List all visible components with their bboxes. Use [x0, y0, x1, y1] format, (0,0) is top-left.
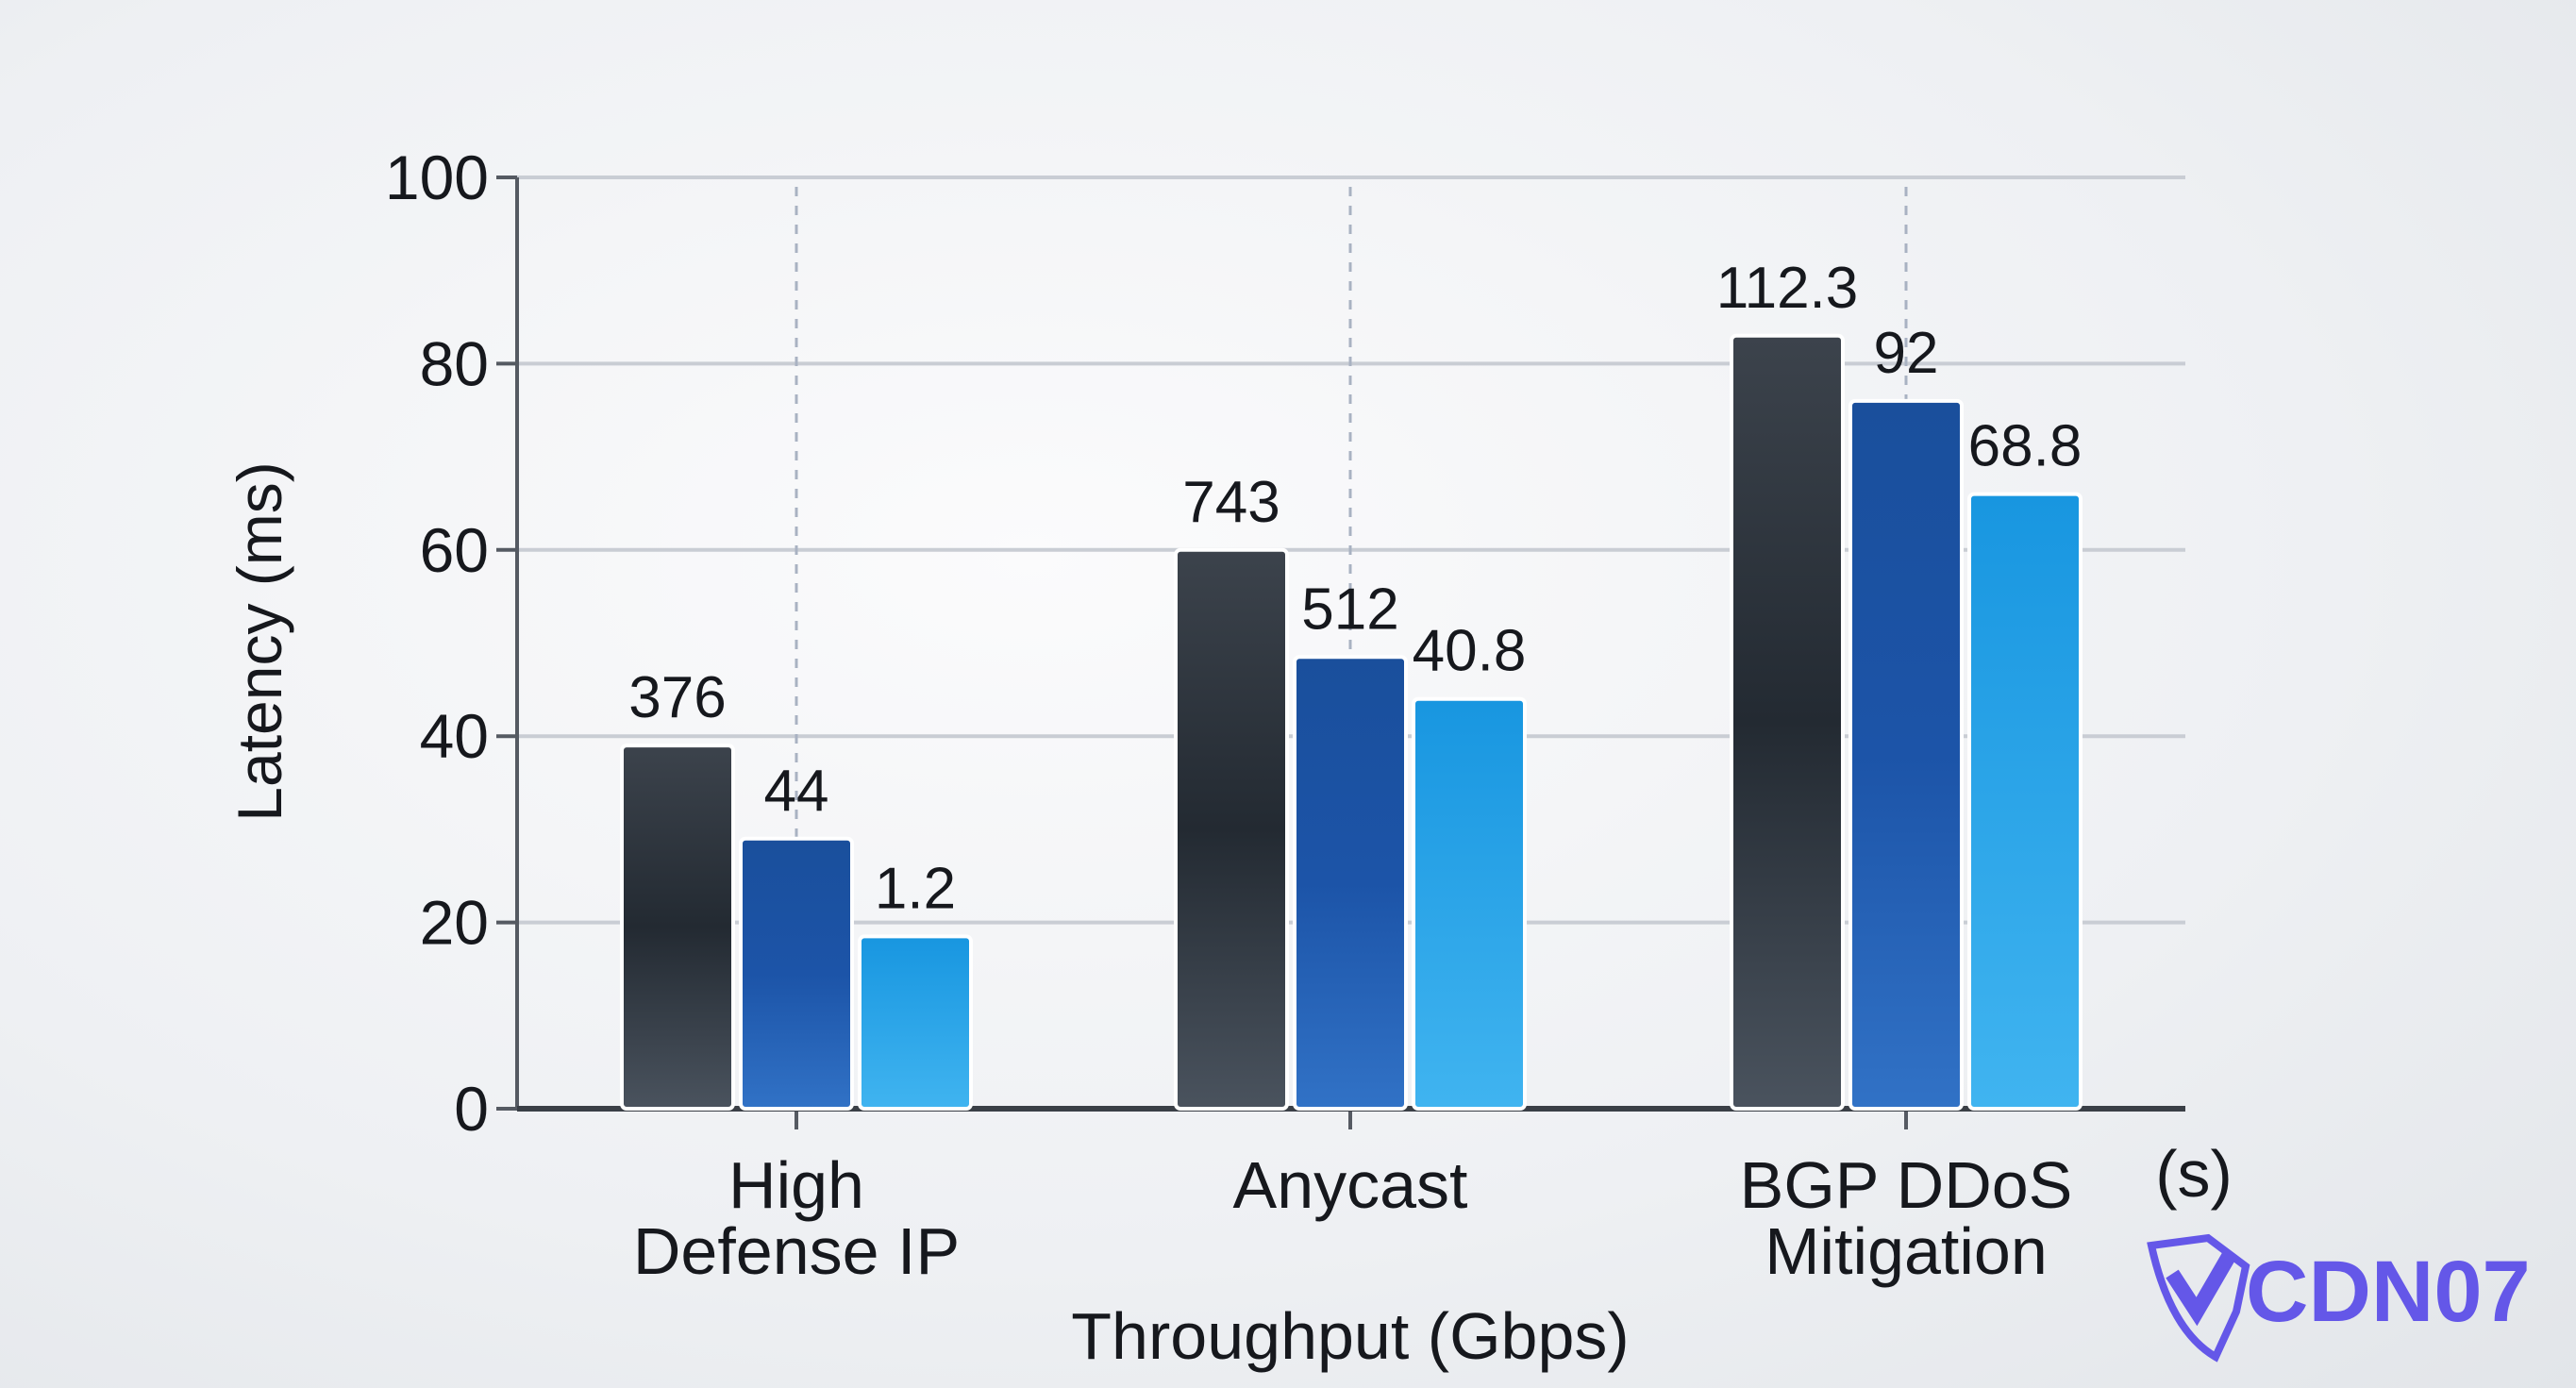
bar	[620, 744, 735, 1111]
watermark-logo: CDN07	[2147, 1233, 2531, 1363]
y-axis-title: Latency (ms)	[225, 461, 294, 821]
y-tick-label: 80	[420, 328, 489, 398]
x-axis-title: Throughput (Gbps)	[1071, 1299, 1629, 1373]
x-tick-label: Anycast	[1233, 1148, 1468, 1222]
y-tick-label: 0	[454, 1074, 489, 1144]
bar-value-label: 743	[1182, 470, 1280, 535]
shield-check-icon	[2147, 1233, 2250, 1363]
watermark-text: CDN07	[2246, 1244, 2531, 1340]
bar	[1174, 547, 1289, 1111]
bar-value-label: 40.8	[1413, 619, 1527, 684]
bar-value-label: 44	[764, 759, 829, 824]
bar-value-label: 376	[628, 665, 726, 730]
bar-value-label: 92	[1874, 321, 1939, 386]
x-tick-label: High Defense IP	[633, 1148, 960, 1288]
x-tick-label: BGP DDoS Mitigation	[1740, 1148, 2073, 1288]
bar-value-label: 112.3	[1716, 256, 1859, 321]
y-tick-label: 100	[385, 142, 489, 212]
bar	[1730, 333, 1845, 1112]
y-tick-label: 40	[420, 701, 489, 771]
bar	[739, 836, 854, 1112]
bar-value-label: 68.8	[1968, 414, 2083, 479]
y-tick-label: 20	[420, 888, 489, 958]
bar-value-label: 1.2	[875, 856, 956, 921]
bar	[858, 934, 973, 1112]
bar	[1293, 655, 1408, 1111]
bar	[1967, 492, 2083, 1111]
bar-value-label: 512	[1301, 577, 1398, 642]
x-unit-note: (s)	[2155, 1137, 2233, 1211]
bar	[1412, 696, 1527, 1111]
bar	[1848, 398, 1964, 1111]
y-tick-label: 60	[420, 515, 489, 585]
